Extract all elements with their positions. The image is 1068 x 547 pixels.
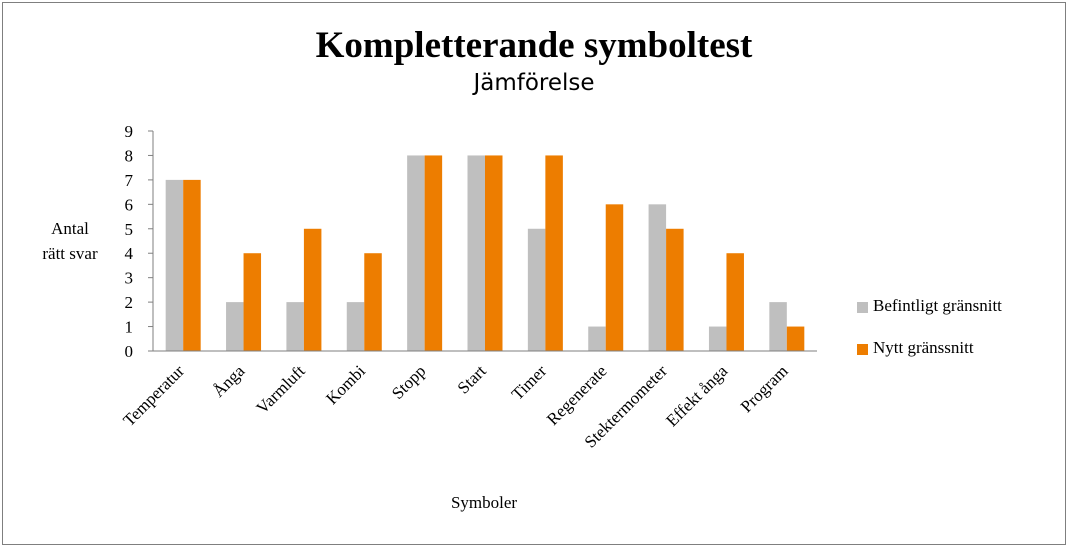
bar-series-2-start xyxy=(485,155,503,351)
x-axis-label: Symboler xyxy=(450,493,518,512)
bar-series-2-temperatur xyxy=(183,179,201,351)
y-tick-label: 6 xyxy=(125,195,134,214)
y-axis-label-line-1: Antal xyxy=(51,219,89,238)
legend-swatch-series-2 xyxy=(857,344,868,355)
y-tick-label: 8 xyxy=(125,146,134,165)
bar-series-2-program xyxy=(786,326,805,351)
y-tick-label: 9 xyxy=(125,122,134,141)
bar-series-2-effekt-ånga xyxy=(726,253,744,351)
y-tick-label: 3 xyxy=(125,269,134,288)
y-tick-label: 4 xyxy=(125,244,134,263)
y-tick-label: 5 xyxy=(125,220,134,239)
bar-series-2-varmluft xyxy=(303,228,322,351)
bar-series-1-temperatur xyxy=(165,179,184,351)
bar-series-1-kombi xyxy=(346,302,365,351)
chart-title: Kompletterande symboltest xyxy=(315,25,753,66)
bar-series-1-stopp xyxy=(407,155,425,351)
bar-series-1-program xyxy=(769,302,787,351)
x-tick-label: Temperatur xyxy=(119,361,188,430)
chart-subtitle: Jämförelse xyxy=(473,70,595,96)
bar-series-1-varmluft xyxy=(286,302,304,351)
x-tick-label: Effekt ånga xyxy=(662,361,731,430)
x-tick-label: Start xyxy=(454,361,490,397)
bar-series-2-kombi xyxy=(364,253,382,351)
bar-series-2-stektermometer xyxy=(666,228,684,351)
x-tick-label: Stopp xyxy=(388,361,429,402)
bar-series-2-stopp xyxy=(424,155,443,351)
bar-series-2-ånga xyxy=(243,253,262,351)
y-tick-label: 1 xyxy=(125,318,134,337)
bar-series-2-regenerate xyxy=(605,204,624,351)
bar-series-1-timer xyxy=(527,228,546,351)
x-tick-label: Varmluft xyxy=(253,361,309,417)
x-tick-label: Timer xyxy=(508,361,551,404)
x-tick-label: Kombi xyxy=(322,361,369,408)
bar-series-1-stektermometer xyxy=(648,204,667,351)
legend-swatch-series-1 xyxy=(857,302,868,313)
y-tick-label: 7 xyxy=(125,171,134,190)
bar-series-1-start xyxy=(467,155,485,351)
y-tick-label: 2 xyxy=(125,293,134,312)
legend-label-series-2: Nytt gränssnitt xyxy=(873,338,974,357)
bar-series-1-regenerate xyxy=(588,326,606,351)
bar-series-2-timer xyxy=(545,155,563,351)
y-tick-label: 0 xyxy=(125,342,134,361)
x-tick-label: Ånga xyxy=(209,361,249,401)
x-tick-label: Program xyxy=(737,361,792,416)
bar-series-1-effekt-ånga xyxy=(708,326,727,351)
y-axis-label-line-2: rätt svar xyxy=(42,244,98,263)
bar-series-1-ånga xyxy=(226,302,244,351)
legend-label-series-1: Befintligt gränsnitt xyxy=(873,296,1002,315)
y-axis-label: Antal rätt svar xyxy=(20,216,120,266)
